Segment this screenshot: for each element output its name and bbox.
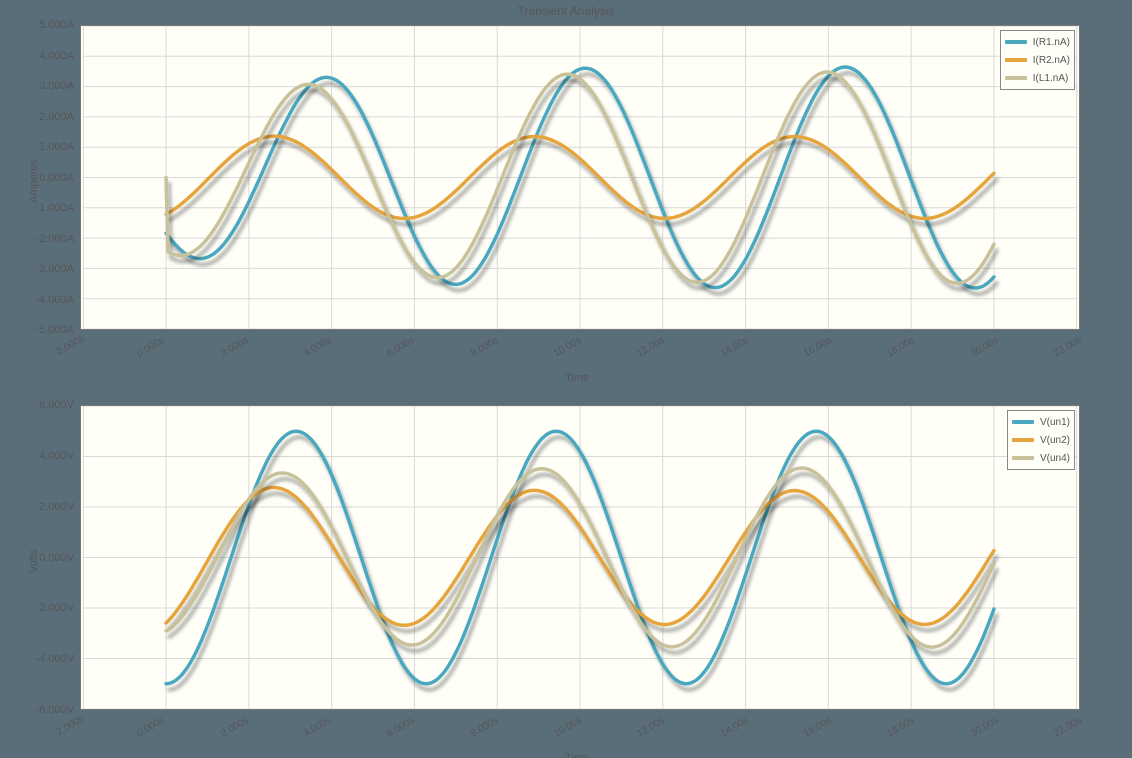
y-tick-label: 2.000A [39, 111, 74, 123]
legend-item: V(un1) [1012, 413, 1070, 431]
x-tick-label: 14.00s [719, 715, 751, 740]
chart-title: Transient Analysis [0, 4, 1132, 18]
y-tick-label: -4.000A [35, 294, 74, 306]
legend-item: V(un2) [1012, 431, 1070, 449]
top-chart-panel: I(R1.nA) I(R2.nA) I(L1.nA) [80, 25, 1080, 330]
top-x-axis-title: Time [565, 372, 589, 384]
y-tick-label: 4.000V [39, 450, 74, 462]
y-tick-label: 6.000V [39, 399, 74, 411]
x-tick-label: 12.00s [635, 335, 667, 360]
y-tick-label: 4.000A [39, 50, 74, 62]
y-tick-label: -2.000V [35, 602, 74, 614]
x-tick-label: -2.000s [52, 713, 86, 739]
x-tick-label: 18.00s [885, 335, 917, 360]
x-tick-label: 8.000s [469, 715, 501, 740]
x-tick-label: 18.00s [885, 715, 917, 740]
x-tick-label: 0.000s [135, 715, 167, 740]
x-tick-label: 8.000s [469, 335, 501, 360]
legend-item: I(R2.nA) [1005, 51, 1070, 69]
x-tick-label: 12.00s [635, 715, 667, 740]
x-tick-label: 2.000s [219, 715, 251, 740]
y-tick-label: 5.000A [39, 19, 74, 31]
x-tick-label: 22.00s [1052, 335, 1084, 360]
x-tick-label: 6.000s [385, 715, 417, 740]
x-tick-label: 14.00s [719, 335, 751, 360]
bottom-x-axis-title: Time [565, 752, 589, 758]
legend-swatch [1012, 456, 1034, 460]
legend-label: I(R1.nA) [1033, 37, 1070, 48]
legend-label: I(R2.nA) [1033, 55, 1070, 66]
y-tick-label: 0.000A [39, 172, 74, 184]
x-tick-label: 4.000s [302, 715, 334, 740]
legend-swatch [1005, 40, 1027, 44]
y-tick-label: 1.000A [39, 141, 74, 153]
x-tick-label: 20.00s [969, 715, 1001, 740]
x-tick-label: 20.00s [969, 335, 1001, 360]
legend-swatch [1012, 420, 1034, 424]
y-tick-label: -2.000A [35, 233, 74, 245]
y-tick-label: 0.000V [39, 552, 74, 564]
x-tick-label: 10.00s [552, 335, 584, 360]
legend-label: V(un1) [1040, 417, 1070, 428]
x-tick-label: 2.000s [219, 335, 251, 360]
legend-item: I(R1.nA) [1005, 33, 1070, 51]
legend-swatch [1005, 76, 1027, 80]
y-tick-label: 3.000A [39, 80, 74, 92]
x-tick-label: -2.000s [52, 333, 86, 359]
x-tick-label: 6.000s [385, 335, 417, 360]
y-tick-label: -4.000V [35, 653, 74, 665]
y-tick-label: -3.000A [35, 263, 74, 275]
bottom-chart-panel: V(un1) V(un2) V(un4) [80, 405, 1080, 710]
x-tick-label: 22.00s [1052, 715, 1084, 740]
legend-label: V(un4) [1040, 453, 1070, 464]
x-tick-label: 4.000s [302, 335, 334, 360]
y-tick-label: -1.000A [35, 202, 74, 214]
y-tick-label: -5.000A [35, 324, 74, 336]
top-chart-svg [81, 26, 1079, 329]
page-root: Transient Analysis Amperes Volts I(R1.nA… [0, 0, 1132, 758]
x-tick-label: 16.00s [802, 715, 834, 740]
x-tick-label: 16.00s [802, 335, 834, 360]
legend-item: I(L1.nA) [1005, 69, 1070, 87]
legend-item: V(un4) [1012, 449, 1070, 467]
bottom-chart-svg [81, 406, 1079, 709]
x-tick-label: 10.00s [552, 715, 584, 740]
bottom-legend: V(un1) V(un2) V(un4) [1007, 410, 1075, 470]
x-tick-label: 0.000s [135, 335, 167, 360]
legend-label: V(un2) [1040, 435, 1070, 446]
legend-label: I(L1.nA) [1033, 73, 1069, 84]
legend-swatch [1012, 438, 1034, 442]
legend-swatch [1005, 58, 1027, 62]
y-tick-label: 2.000V [39, 501, 74, 513]
y-tick-label: -6.000V [35, 704, 74, 716]
top-legend: I(R1.nA) I(R2.nA) I(L1.nA) [1000, 30, 1075, 90]
